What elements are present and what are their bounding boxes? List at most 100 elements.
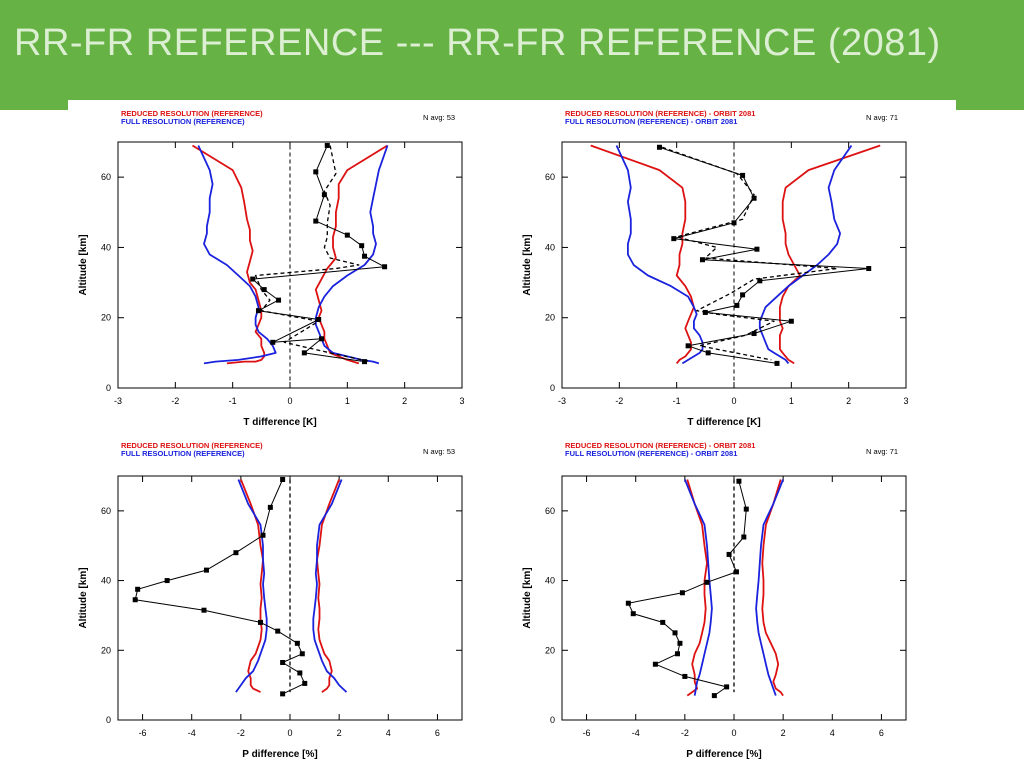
x-tick-label: 2 bbox=[846, 396, 851, 406]
full-resolution-line bbox=[314, 145, 389, 365]
data-point-marker bbox=[382, 264, 388, 270]
data-point-marker bbox=[754, 246, 760, 252]
x-tick-label: 0 bbox=[731, 728, 736, 738]
legend-full: FULL RESOLUTION (REFERENCE) bbox=[121, 449, 245, 458]
data-point-marker bbox=[751, 195, 757, 201]
data-point-marker bbox=[270, 339, 276, 345]
x-tick-label: 4 bbox=[830, 728, 835, 738]
data-point-marker bbox=[751, 331, 757, 337]
n-avg-label: N avg: 71 bbox=[866, 447, 898, 456]
reduced-resolution-line bbox=[686, 479, 708, 697]
n-avg-label: N avg: 53 bbox=[423, 447, 455, 456]
x-tick-label: 3 bbox=[903, 396, 908, 406]
data-point-marker bbox=[135, 586, 141, 592]
data-point-marker bbox=[299, 651, 305, 657]
reduced-resolution-line bbox=[192, 144, 266, 365]
difference-line bbox=[659, 146, 870, 364]
y-tick-label: 20 bbox=[545, 313, 555, 323]
data-point-marker bbox=[652, 661, 658, 667]
n-avg-label: N avg: 71 bbox=[866, 113, 898, 122]
x-tick-label: 0 bbox=[731, 396, 736, 406]
n-avg-label: N avg: 53 bbox=[423, 113, 455, 122]
y-tick-label: 40 bbox=[545, 242, 555, 252]
data-point-marker bbox=[677, 640, 683, 646]
data-point-marker bbox=[674, 651, 680, 657]
slide-title: RR-FR REFERENCE --- RR-FR REFERENCE (208… bbox=[14, 22, 941, 64]
data-point-marker bbox=[233, 550, 239, 556]
full-resolution-line bbox=[755, 479, 784, 696]
title-banner: RR-FR REFERENCE --- RR-FR REFERENCE (208… bbox=[0, 0, 1024, 110]
data-point-marker bbox=[132, 597, 138, 603]
data-point-marker bbox=[297, 670, 303, 676]
legend-reduced: REDUCED RESOLUTION (REFERENCE) - ORBIT 2… bbox=[565, 441, 755, 450]
data-point-marker bbox=[733, 569, 739, 575]
data-point-marker bbox=[267, 504, 273, 510]
data-point-marker bbox=[164, 578, 170, 584]
x-tick-label: 2 bbox=[337, 728, 342, 738]
x-tick-label: -6 bbox=[139, 728, 147, 738]
full-resolution-line bbox=[758, 144, 853, 364]
x-tick-label: 1 bbox=[345, 396, 350, 406]
data-point-marker bbox=[201, 607, 207, 613]
y-tick-label: 20 bbox=[545, 645, 555, 655]
x-tick-label: 1 bbox=[789, 396, 794, 406]
data-point-marker bbox=[280, 659, 286, 665]
data-point-marker bbox=[625, 600, 631, 606]
data-point-marker bbox=[362, 253, 368, 259]
data-point-marker bbox=[740, 172, 746, 178]
data-point-marker bbox=[704, 579, 710, 585]
reduced-resolution-line bbox=[590, 144, 695, 364]
legend-full: FULL RESOLUTION (REFERENCE) - ORBIT 2081 bbox=[565, 117, 737, 126]
data-point-marker bbox=[261, 287, 267, 293]
y-tick-label: 0 bbox=[550, 715, 555, 725]
x-tick-label: 2 bbox=[781, 728, 786, 738]
data-point-marker bbox=[324, 143, 330, 149]
legend-reduced: REDUCED RESOLUTION (REFERENCE) bbox=[121, 109, 263, 118]
reduced-resolution-line bbox=[761, 479, 784, 697]
data-point-marker bbox=[682, 673, 688, 679]
data-point-marker bbox=[280, 691, 286, 697]
data-point-marker bbox=[671, 236, 677, 242]
x-tick-label: 0 bbox=[287, 396, 292, 406]
data-point-marker bbox=[276, 297, 282, 303]
x-tick-label: 2 bbox=[402, 396, 407, 406]
y-tick-label: 20 bbox=[101, 313, 111, 323]
data-point-marker bbox=[743, 506, 749, 512]
data-point-marker bbox=[685, 343, 691, 349]
y-tick-label: 40 bbox=[545, 576, 555, 586]
y-tick-label: 0 bbox=[106, 715, 111, 725]
data-point-marker bbox=[203, 567, 209, 573]
difference-dashed-line bbox=[254, 145, 371, 363]
x-tick-label: 6 bbox=[879, 728, 884, 738]
difference-dashed-line bbox=[662, 146, 838, 361]
charts-area: -3 -2 -1 0 1 2 3 0 20 40 60 T difference [K] Altitud… bbox=[68, 100, 956, 768]
data-point-marker bbox=[740, 292, 746, 298]
data-point-marker bbox=[788, 318, 794, 324]
data-point-marker bbox=[280, 476, 286, 482]
x-axis-label: T difference [K] bbox=[243, 417, 316, 428]
x-tick-label: -2 bbox=[237, 728, 245, 738]
y-tick-label: 60 bbox=[545, 172, 555, 182]
data-point-marker bbox=[630, 611, 636, 617]
data-point-marker bbox=[726, 551, 732, 557]
legend-full: FULL RESOLUTION (REFERENCE) bbox=[121, 117, 245, 126]
y-tick-label: 60 bbox=[101, 172, 111, 182]
data-point-marker bbox=[313, 218, 319, 224]
x-tick-label: 0 bbox=[287, 728, 292, 738]
x-tick-label: -4 bbox=[632, 728, 640, 738]
data-point-marker bbox=[679, 590, 685, 596]
y-tick-label: 60 bbox=[101, 506, 111, 516]
data-point-marker bbox=[344, 232, 350, 238]
data-point-marker bbox=[275, 628, 281, 634]
data-point-marker bbox=[294, 640, 300, 646]
y-tick-label: 0 bbox=[106, 383, 111, 393]
y-axis-label: Altitude [km] bbox=[522, 234, 533, 295]
x-tick-label: -3 bbox=[114, 396, 122, 406]
x-tick-label: -4 bbox=[188, 728, 196, 738]
data-point-marker bbox=[301, 350, 307, 356]
data-point-marker bbox=[866, 266, 872, 272]
data-point-marker bbox=[313, 169, 319, 175]
data-point-marker bbox=[656, 144, 662, 150]
